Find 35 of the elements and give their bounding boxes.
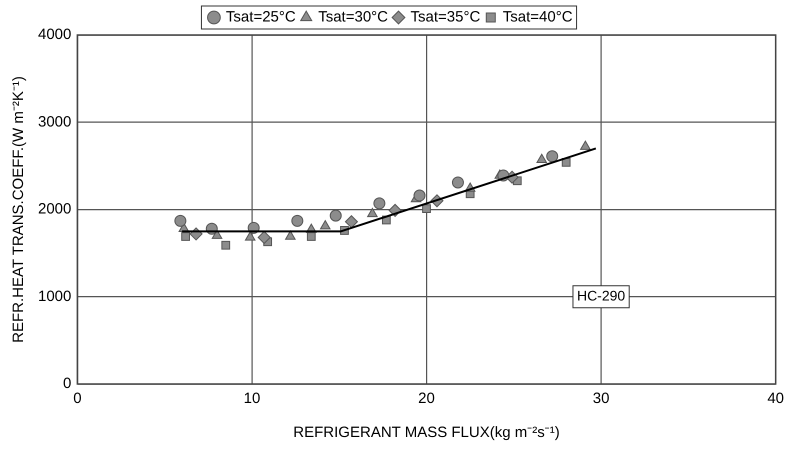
- x-tick-label: 20: [418, 390, 435, 408]
- point: [373, 197, 386, 210]
- point: [367, 208, 378, 218]
- point: [452, 176, 464, 188]
- point: [221, 240, 230, 250]
- point: [174, 214, 186, 227]
- point: [580, 140, 591, 150]
- y-tick-label: 0: [63, 375, 72, 392]
- y-axis-title: REFR.HEAT TRANS.COEFF.(W m⁻²K⁻¹): [10, 76, 28, 343]
- x-axis-title: REFRIGERANT MASS FLUX(kg m⁻²s⁻¹): [293, 424, 560, 442]
- x-tick-label: 30: [592, 390, 610, 408]
- x-tick-label: 10: [244, 390, 260, 408]
- point: [285, 230, 296, 240]
- point: [212, 230, 222, 239]
- y-tick-label: 3000: [38, 113, 72, 130]
- legend-label: Tsat=30°C: [318, 8, 388, 26]
- point: [414, 190, 426, 202]
- point: [546, 150, 558, 162]
- y-tick-label: 4000: [38, 26, 72, 44]
- legend-label: Tsat=35°C: [410, 8, 480, 26]
- legend-label: Tsat=25°C: [226, 8, 296, 26]
- point: [244, 231, 256, 241]
- point: [422, 204, 431, 214]
- point: [330, 210, 342, 222]
- point: [291, 214, 304, 227]
- x-tick-label: 40: [767, 390, 784, 408]
- y-tick-label: 2000: [38, 200, 72, 218]
- legend-label: Tsat=40°C: [502, 8, 573, 26]
- point: [181, 232, 190, 241]
- point: [320, 220, 331, 230]
- point: [258, 230, 271, 244]
- point: [344, 215, 358, 228]
- point: [536, 154, 547, 164]
- y-tick-label: 1000: [38, 288, 72, 305]
- annotation: HC-290: [576, 288, 626, 304]
